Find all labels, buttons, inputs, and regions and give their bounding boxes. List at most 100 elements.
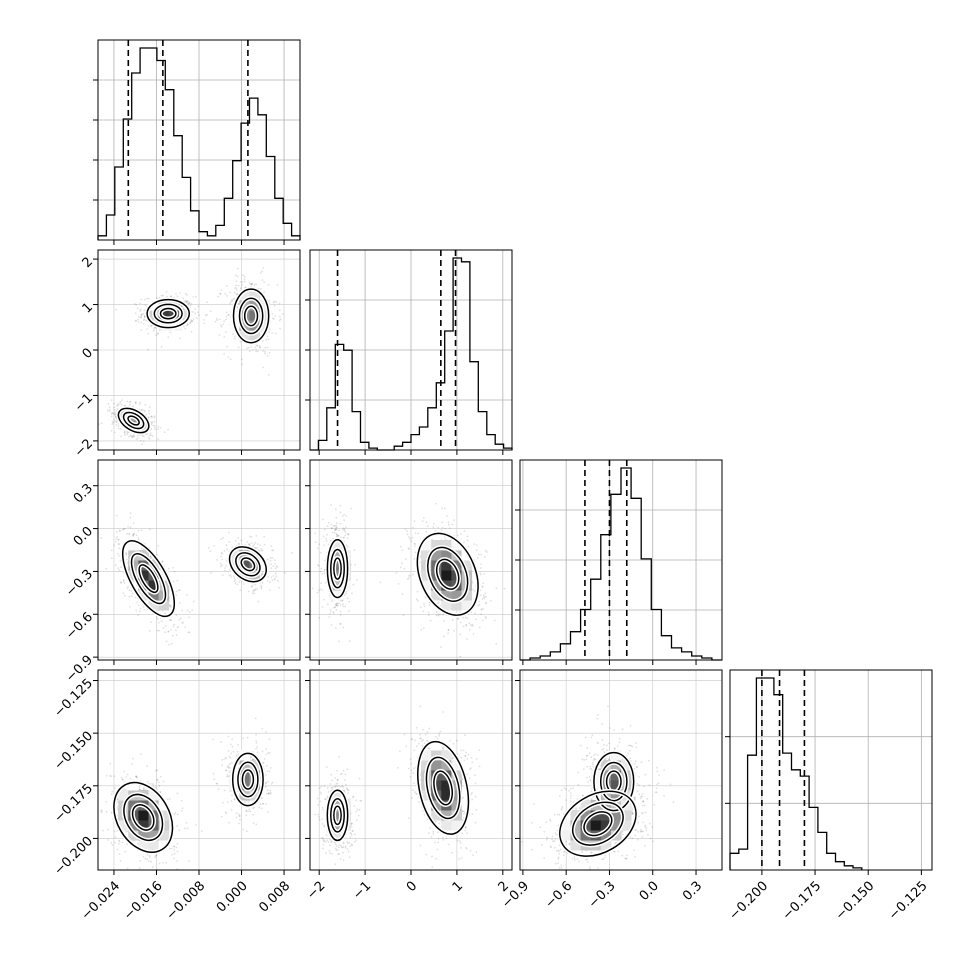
scatter-point — [260, 585, 263, 587]
scatter-point — [139, 302, 141, 305]
scatter-point — [119, 529, 121, 532]
scatter-panel-3-0 — [93, 669, 301, 875]
density-cell — [441, 540, 452, 551]
scatter-point — [275, 575, 278, 577]
scatter-point — [276, 566, 279, 568]
scatter-point — [322, 535, 325, 538]
scatter-point — [400, 566, 402, 569]
scatter-point — [344, 605, 346, 608]
scatter-point — [150, 556, 153, 559]
scatter-point — [272, 549, 275, 552]
scatter-point — [233, 291, 236, 294]
scatter-point — [239, 281, 242, 283]
scatter-point — [356, 578, 358, 581]
scatter-point — [207, 547, 210, 549]
density-cell — [431, 550, 442, 561]
contour-level-1 — [122, 411, 145, 430]
scatter-point — [119, 860, 122, 862]
scatter-point — [139, 753, 142, 755]
scatter-point — [443, 507, 446, 510]
scatter-point — [481, 598, 484, 600]
scatter-point — [225, 769, 228, 772]
scatter-point — [262, 267, 265, 269]
scatter-point — [169, 295, 172, 298]
scatter-point — [251, 592, 254, 595]
scatter-point — [133, 434, 136, 437]
scatter-point — [132, 405, 135, 408]
scatter-point — [335, 516, 338, 519]
scatter-point — [152, 329, 155, 332]
scatter-point — [164, 631, 166, 634]
grid — [98, 250, 300, 450]
scatter-point — [478, 603, 481, 606]
scatter-point — [236, 267, 239, 270]
scatter-point — [158, 781, 160, 784]
scatter-point — [408, 536, 410, 538]
contour-level-1 — [427, 546, 469, 602]
scatter-point — [232, 575, 235, 577]
scatter-point — [316, 547, 319, 550]
scatter-point — [183, 325, 185, 328]
scatter-point — [276, 579, 279, 582]
scatter-point — [114, 564, 117, 567]
scatter-point — [248, 282, 251, 285]
scatter-point — [158, 784, 161, 787]
scatter-point — [198, 314, 200, 317]
panel-content — [98, 670, 300, 870]
scatter-point — [325, 539, 328, 542]
scatter-point — [316, 564, 319, 566]
scatter-point — [184, 827, 186, 830]
scatter-point — [408, 577, 410, 580]
scatter-point — [220, 565, 222, 568]
scatter-point — [139, 439, 142, 442]
scatter-point — [203, 322, 206, 325]
scatter-point — [232, 298, 235, 301]
scatter-point — [443, 620, 446, 622]
scatter-point — [111, 844, 114, 846]
scatter-point — [215, 317, 218, 320]
scatter-point — [139, 308, 142, 311]
scatter-point — [137, 437, 139, 440]
scatter-point — [401, 549, 404, 552]
scatter-point — [332, 612, 335, 615]
scatter-point — [278, 315, 281, 318]
scatter-point — [137, 321, 140, 323]
scatter-point — [117, 553, 119, 555]
scatter-point — [235, 289, 238, 291]
scatter-point — [234, 338, 236, 340]
scatter-point — [141, 443, 144, 445]
scatter-point — [477, 604, 480, 607]
density-cell — [239, 290, 250, 301]
scatter-point — [258, 346, 261, 349]
density-cell — [421, 580, 432, 591]
scatter-point — [327, 543, 330, 546]
scatter-point — [482, 582, 485, 585]
scatter-point — [190, 320, 193, 323]
scatter-point — [132, 535, 134, 537]
scatter-point — [185, 324, 188, 327]
scatter-point — [154, 770, 157, 772]
scatter-point — [263, 535, 265, 538]
scatter-point — [204, 314, 207, 317]
scatter-point — [241, 358, 243, 361]
scatter-point — [326, 525, 329, 528]
scatter-point — [485, 602, 488, 604]
scatter-point — [335, 602, 338, 605]
scatter-point — [149, 783, 152, 785]
scatter-point — [347, 533, 350, 535]
scatter-point — [226, 548, 229, 551]
scatter-point — [182, 297, 185, 300]
scatter-point — [189, 319, 192, 321]
contour-level-0 — [435, 558, 460, 590]
scatter-point — [114, 413, 117, 416]
scatter-point — [242, 828, 245, 831]
scatter-point — [225, 315, 228, 318]
scatter-point — [334, 603, 337, 606]
scatter-point — [219, 562, 222, 565]
scatter-point — [263, 291, 265, 294]
scatter-point — [235, 812, 238, 815]
scatter-point — [124, 850, 127, 853]
scatter-point — [252, 590, 255, 593]
scatter-point — [168, 798, 171, 800]
scatter-point — [108, 406, 111, 409]
